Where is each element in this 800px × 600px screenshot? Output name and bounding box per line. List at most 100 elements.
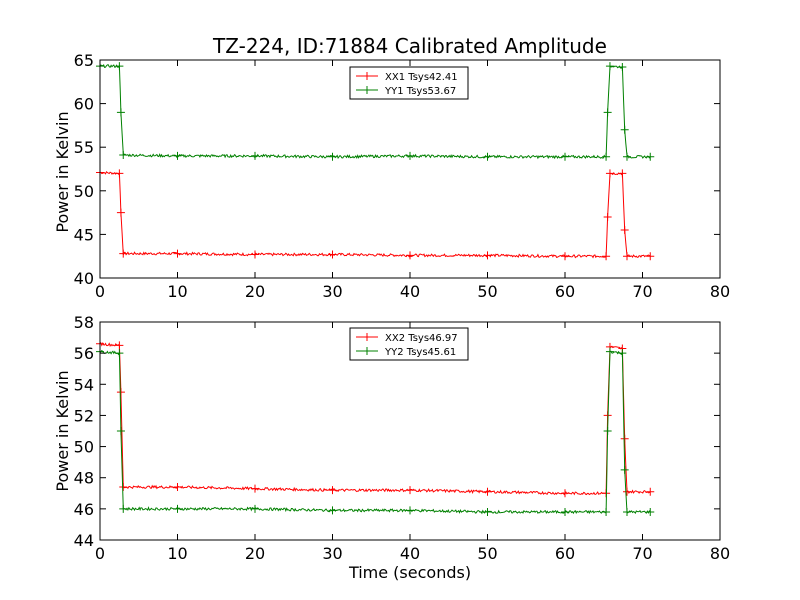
y-tick-label: 48 (74, 469, 94, 488)
data-point-marker (483, 507, 492, 516)
y-tick-label: 60 (74, 95, 94, 114)
data-point-marker (251, 151, 259, 160)
legend-label: YY2 Tsys45.61 (384, 347, 456, 358)
series-line (99, 341, 651, 496)
data-point-marker (646, 507, 655, 516)
legend-label: XX1 Tsys42.41 (385, 72, 458, 83)
data-point-marker (173, 151, 182, 160)
bottom-plot: 0 10 20 30 40 50 60 70 80 44 46 48 50 52 54 56 58 XX2 Tsy… (74, 313, 731, 563)
x-tick-label: 40 (400, 282, 420, 301)
data-point-marker (620, 434, 629, 443)
y-tick-label: 54 (74, 375, 94, 394)
y-tick-label: 50 (74, 438, 94, 457)
data-point-marker (603, 427, 612, 435)
data-point-marker (561, 252, 569, 261)
data-point-marker (561, 507, 569, 516)
legend-box (349, 327, 469, 361)
data-point-marker (328, 506, 337, 515)
data-point-marker (602, 252, 611, 261)
x-tick-label: 20 (245, 282, 265, 301)
chart-title: TZ-224, ID:71884 Calibrated Amplitude (212, 34, 607, 58)
x-tick-label: 30 (322, 282, 342, 301)
data-point-marker (483, 487, 492, 496)
data-point-marker (406, 506, 414, 515)
x-tick-label: 0 (95, 544, 105, 563)
data-point-marker (646, 252, 655, 261)
top-plot: 0 10 20 30 40 50 60 70 80 40 45 50 55 60 65 XX1 Tsys42.… (74, 51, 731, 301)
data-point-marker (620, 125, 629, 134)
data-point-marker (406, 251, 414, 260)
x-tick-label: 30 (322, 544, 342, 563)
legend-label: XX2 Tsys46.97 (385, 333, 458, 344)
y-tick-label: 40 (74, 269, 94, 288)
data-point-marker (623, 487, 631, 496)
data-point-marker (483, 251, 492, 260)
data-point-marker (115, 169, 124, 178)
data-point-marker (623, 152, 631, 161)
data-point-marker (603, 212, 612, 221)
data-point-marker (251, 250, 259, 259)
data-point-marker (119, 483, 128, 492)
bottom-ylabel: Power in Kelvin (53, 370, 72, 491)
data-point-marker (603, 108, 612, 117)
x-tick-label: 20 (245, 544, 265, 563)
y-tick-label: 50 (74, 182, 94, 201)
y-tick-label: 46 (74, 500, 94, 519)
data-point-marker (119, 151, 128, 160)
data-point-marker (623, 507, 631, 516)
data-point-marker (116, 427, 125, 435)
data-point-marker (116, 208, 125, 217)
y-tick-label: 65 (74, 51, 94, 70)
data-point-marker (115, 341, 124, 350)
legend-label: YY1 Tsys53.67 (384, 86, 456, 97)
x-tick-label: 10 (167, 544, 187, 563)
y-tick-label: 56 (74, 344, 94, 363)
data-point-marker (328, 250, 337, 259)
data-point-marker (251, 504, 259, 513)
data-point-marker (618, 349, 627, 358)
series-line (99, 170, 651, 259)
bottom-xlabel: Time (seconds) (348, 563, 471, 582)
x-tick-label: 50 (477, 282, 497, 301)
data-point-marker (602, 152, 611, 161)
series-line (99, 349, 651, 515)
data-point-marker (119, 504, 128, 513)
data-point-marker (115, 349, 124, 358)
data-point-marker (605, 347, 614, 356)
y-tick-label: 44 (74, 531, 94, 550)
data-point-marker (328, 486, 337, 495)
data-point-marker (173, 483, 182, 492)
data-point-marker (328, 152, 337, 161)
data-point-marker (115, 62, 124, 71)
data-point-marker (605, 169, 614, 178)
data-point-marker (623, 252, 631, 261)
y-tick-label: 58 (74, 313, 94, 332)
legend: XX2 Tsys46.97 YY2 Tsys45.61 (349, 327, 469, 361)
data-point-marker (116, 388, 125, 397)
x-tick-label: 10 (167, 282, 187, 301)
x-tick-label: 70 (632, 282, 652, 301)
x-tick-label: 80 (710, 544, 730, 563)
data-point-marker (406, 486, 414, 495)
data-point-marker (605, 62, 614, 71)
data-point-marker (646, 487, 655, 496)
data-point-marker (620, 465, 629, 474)
data-point-marker (406, 151, 414, 160)
legend: XX1 Tsys42.41 YY1 Tsys53.67 (349, 66, 469, 100)
y-tick-label: 45 (74, 225, 94, 244)
x-tick-label: 70 (632, 544, 652, 563)
data-point-marker (173, 504, 182, 513)
x-tick-label: 0 (95, 282, 105, 301)
x-tick-label: 60 (555, 282, 575, 301)
x-tick-label: 60 (555, 544, 575, 563)
x-tick-label: 40 (400, 544, 420, 563)
data-point-marker (620, 226, 629, 235)
x-tick-label: 50 (477, 544, 497, 563)
y-tick-label: 52 (74, 406, 94, 425)
data-point-marker (483, 152, 492, 161)
data-point-marker (116, 108, 125, 117)
x-tick-label: 80 (710, 282, 730, 301)
data-point-marker (618, 62, 627, 71)
data-point-marker (561, 152, 569, 161)
